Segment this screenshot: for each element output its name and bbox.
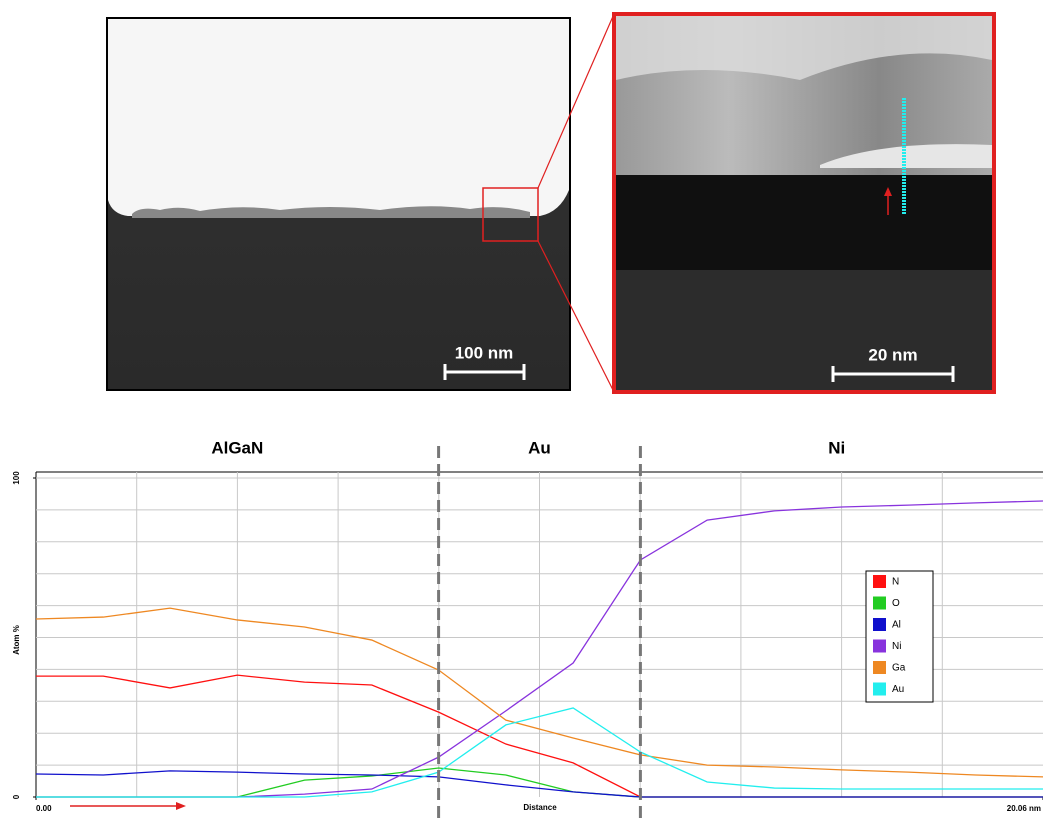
legend-swatch [873,639,886,653]
scale-bar-label: 20 nm [868,345,917,364]
legend-label: Al [892,620,901,631]
legend-label: Ni [892,641,901,652]
legend-label: N [892,577,899,588]
series-line [36,707,1043,798]
legend-swatch [873,661,886,674]
series-line [35,607,1043,778]
legend-box [865,570,934,703]
region-label: AlGaN [211,438,263,457]
series-line [35,770,1043,798]
y-axis-label: Atom % [12,625,21,655]
legend-swatch [873,575,886,588]
legend-swatch [873,618,886,631]
legend-label: Ga [892,663,906,674]
region-label: Au [528,438,551,457]
zoom-image: 20 nm [612,12,996,394]
region-label: Ni [828,438,845,457]
plot: 0 100 0.00 20.06 nm AlGaN Au Ni NO Al Ni Ga Au [12,438,1043,820]
overview-image: 100 nm [106,17,571,391]
y-tick-label: 0 [12,794,21,799]
x-axis-label: Distance [523,803,557,812]
y-tick-label: 100 [12,471,21,485]
scale-bar-label: 100 nm [455,343,514,362]
legend-label: Au [892,684,904,695]
legend-swatch [873,682,886,696]
legend-label: O [892,598,900,609]
legend-swatch [873,596,886,610]
x-tick-label: 0.00 [36,804,52,813]
x-tick-label: 20.06 nm [1007,804,1041,813]
